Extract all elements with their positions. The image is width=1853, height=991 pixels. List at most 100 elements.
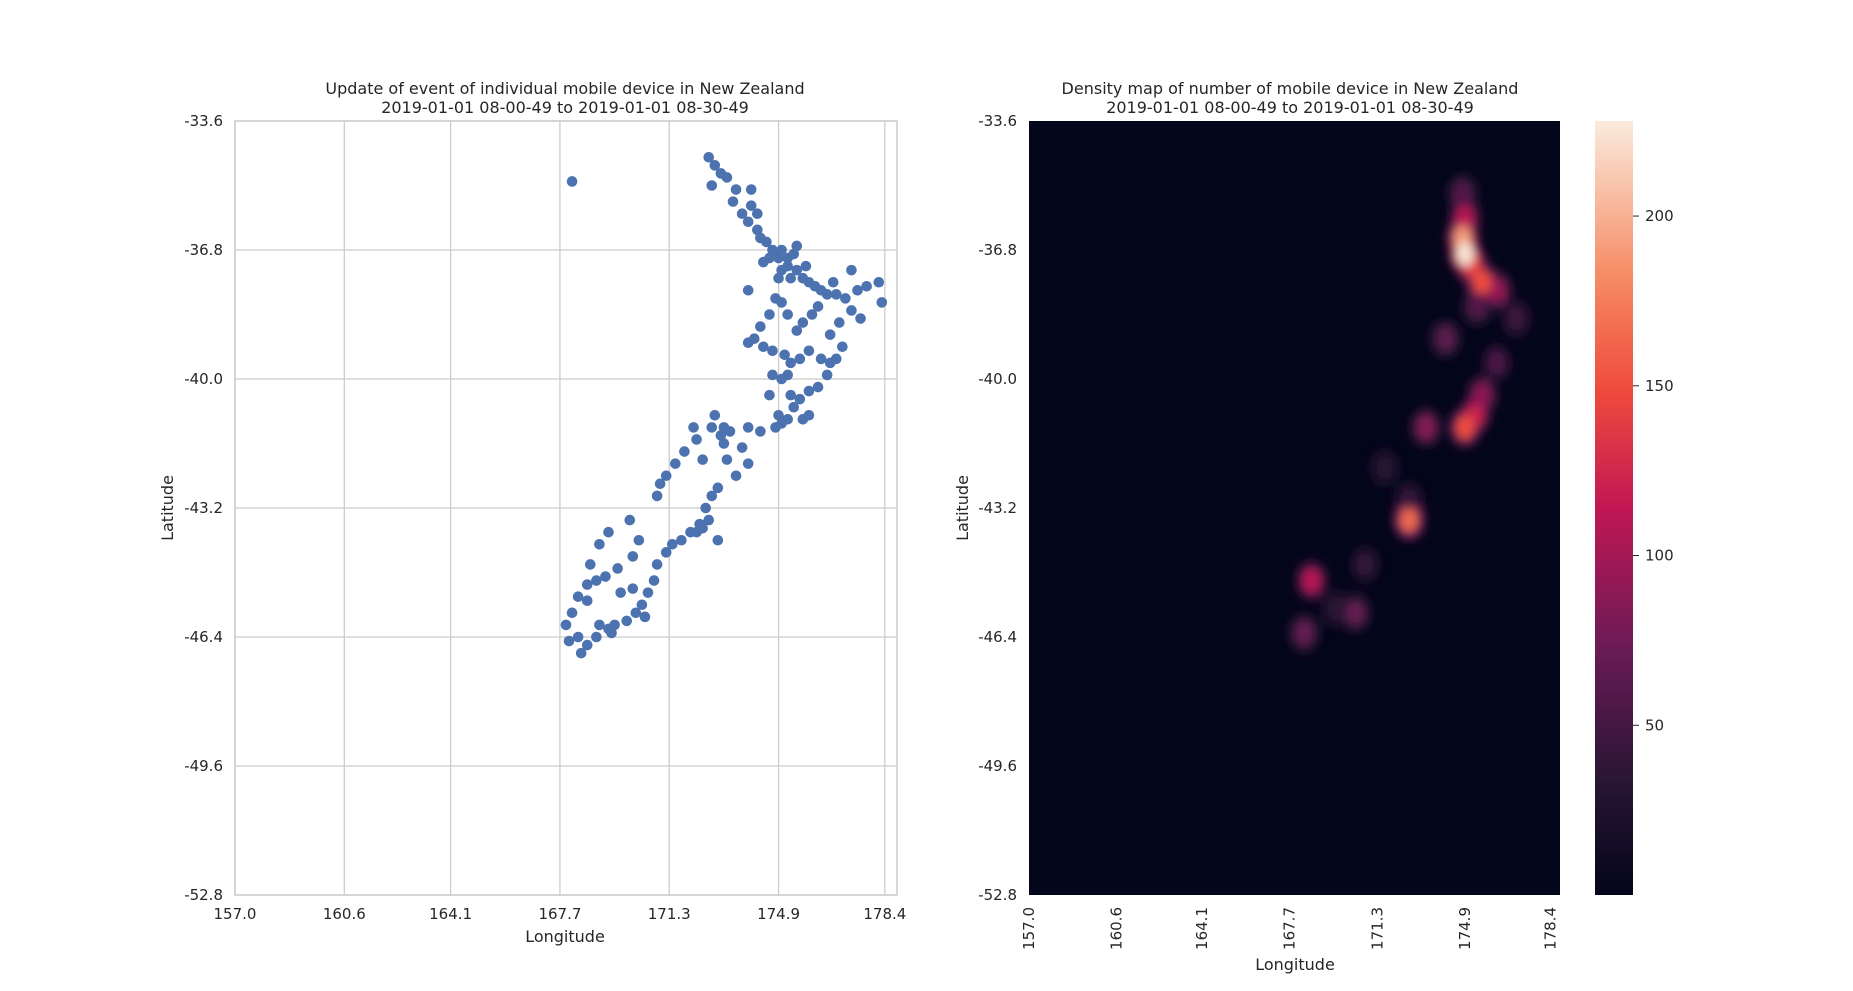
scatter-point (758, 341, 769, 353)
scatter-point (654, 478, 666, 490)
scatter-point (794, 393, 806, 405)
scatter-point (606, 627, 617, 639)
scatter-point (821, 289, 833, 300)
heatmap-cell (1356, 552, 1375, 577)
scatter-y-tick-label: -52.8 (184, 886, 223, 904)
scatter-point (742, 285, 754, 296)
scatter-point (697, 522, 708, 534)
heatmap-cell (1456, 205, 1475, 230)
scatter-point (764, 252, 775, 264)
heatmap-cell (1456, 242, 1475, 267)
scatter-point (624, 514, 636, 526)
heatmap-y-tick-label: -43.2 (978, 499, 1017, 517)
scatter-point (764, 389, 775, 401)
scatter-point (660, 470, 672, 482)
scatter-point (742, 216, 754, 228)
scatter-point (827, 276, 839, 288)
heatmap-plot-area (1029, 121, 1560, 895)
heatmap-cell (1326, 596, 1345, 621)
scatter-point (566, 607, 578, 619)
scatter-point (745, 184, 757, 195)
scatter-point (797, 317, 809, 328)
scatter-x-tick-label: 167.7 (538, 905, 581, 923)
scatter-point (709, 409, 721, 421)
scatter-point (627, 583, 639, 594)
heatmap-x-tick-label: 171.3 (1368, 907, 1386, 950)
scatter-point (642, 587, 654, 598)
heatmap-cell (1473, 383, 1492, 408)
scatter-point (806, 309, 818, 320)
scatter-point (782, 309, 793, 320)
heatmap-cell (1399, 508, 1418, 533)
scatter-point (776, 264, 787, 276)
scatter-point (697, 454, 708, 465)
scatter-point (773, 252, 784, 264)
scatter-y-tick-label: -49.6 (184, 757, 223, 775)
scatter-point (742, 337, 754, 349)
scatter-point (830, 353, 842, 365)
scatter-point (861, 280, 872, 292)
scatter-point (660, 547, 672, 558)
scatter-point (581, 595, 593, 607)
heatmap-x-ticks: 157.0 160.6 164.1 167.7 171.3 174.9 178.4 (1020, 907, 1559, 950)
scatter-point (803, 385, 815, 397)
scatter-x-axis-label: Longitude (525, 927, 605, 946)
scatter-point (742, 458, 754, 469)
scatter-point (615, 587, 626, 598)
scatter-point (755, 426, 766, 437)
scatter-point (718, 438, 730, 449)
scatter-point (773, 409, 784, 421)
heatmap-title: Density map of number of mobile device i… (1062, 79, 1519, 98)
heatmap-y-axis-label: Latitude (953, 475, 972, 541)
heatmap-cell (1346, 600, 1365, 625)
scatter-point (627, 551, 639, 562)
heatmap-cell (1487, 350, 1506, 375)
scatter-point (575, 647, 587, 659)
scatter-point (830, 289, 842, 300)
scatter-point (752, 208, 763, 220)
scatter-point (800, 260, 812, 272)
heatmap-x-tick-label: 174.9 (1456, 907, 1474, 950)
heatmap-y-tick-label: -33.6 (978, 112, 1017, 130)
heatmap-y-tick-label: -40.0 (978, 370, 1017, 388)
scatter-y-tick-label: -43.2 (184, 499, 223, 517)
scatter-point (736, 442, 748, 453)
scatter-point (755, 321, 766, 332)
scatter-point (712, 534, 724, 546)
scatter-point (761, 236, 772, 248)
scatter-point (785, 389, 797, 401)
heatmap-cell (1507, 306, 1526, 331)
scatter-point (666, 538, 678, 550)
heatmap-cell (1468, 294, 1487, 319)
scatter-point (742, 422, 754, 433)
scatter-point (837, 341, 848, 353)
scatter-point (876, 297, 888, 308)
scatter-point (594, 538, 605, 550)
scatter-point (670, 458, 681, 469)
scatter-point (721, 172, 733, 183)
scatter-point (803, 345, 815, 357)
colorbar-tick-label: 200 (1645, 207, 1674, 225)
scatter-point (736, 208, 748, 220)
scatter-point (794, 353, 806, 365)
colorbar-tick-label: 100 (1645, 547, 1674, 565)
scatter-point (591, 575, 602, 586)
heatmap-y-tick-label: -49.6 (978, 757, 1017, 775)
scatter-x-tick-label: 164.1 (429, 905, 472, 923)
scatter-point (594, 619, 605, 631)
heatmap-cell (1417, 415, 1436, 440)
scatter-point (633, 534, 645, 546)
scatter-point (676, 534, 687, 546)
scatter-point (779, 349, 790, 361)
heatmap-cell (1399, 487, 1418, 512)
scatter-point (560, 619, 572, 631)
scatter-point (782, 369, 793, 381)
scatter-point (846, 305, 857, 316)
scatter-point (703, 151, 715, 163)
scatter-point (730, 470, 742, 482)
scatter-point (581, 639, 593, 651)
scatter-point (706, 422, 718, 433)
scatter-point (621, 615, 633, 627)
scatter-y-ticks: -33.6 -36.8 -40.0 -43.2 -46.4 -49.6 -52.8 (184, 112, 223, 904)
